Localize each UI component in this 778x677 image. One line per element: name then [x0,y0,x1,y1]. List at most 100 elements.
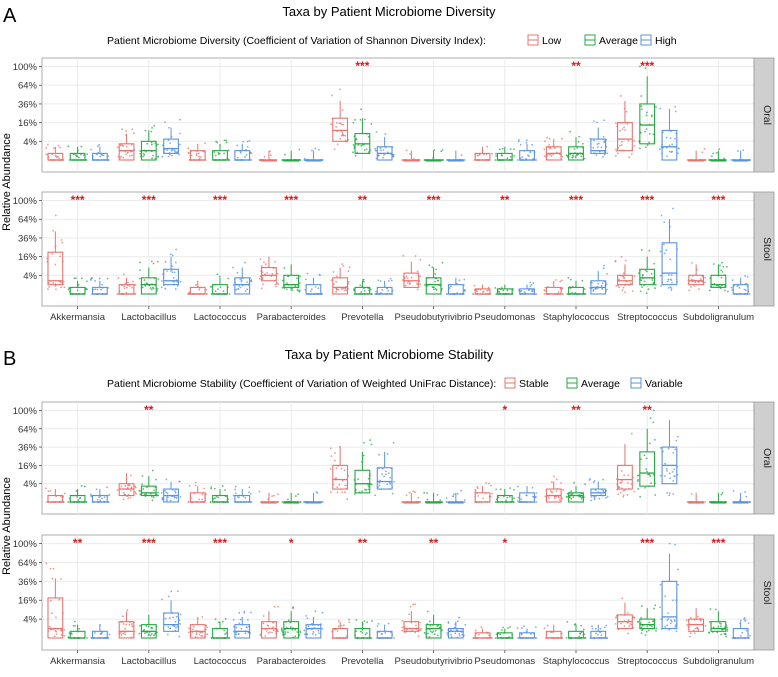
data-point [620,622,622,625]
data-point [232,494,235,497]
data-point [63,492,66,495]
box-low [403,621,420,632]
data-point [78,156,80,159]
data-point [80,145,83,148]
data-point [655,629,657,632]
data-point [669,258,672,261]
data-point [188,484,191,487]
data-point [304,633,306,636]
data-point [572,155,574,158]
panel-background [41,57,755,173]
data-point [674,625,677,628]
data-point [597,142,600,145]
data-point [146,142,149,145]
data-point [174,491,177,494]
data-point [640,105,643,108]
data-point [329,447,332,450]
data-point [427,632,429,635]
data-point [219,286,222,289]
data-point [714,608,717,611]
data-point [436,634,439,637]
y-tick-label: 64% [18,558,38,569]
data-point [543,627,546,630]
data-point [216,273,219,276]
data-point [237,495,239,498]
data-point [161,497,164,500]
data-point [86,637,88,639]
legend-item-average: Average [566,377,620,390]
data-point [249,280,252,283]
data-point [603,264,606,267]
data-point [72,624,75,627]
data-point [363,441,365,444]
data-point [530,633,532,635]
data-point [721,492,724,494]
data-point [639,65,641,68]
box-average [425,624,442,639]
data-point [232,266,234,269]
data-point [195,633,198,636]
data-point [476,487,479,490]
y-tick-label: 100% [13,406,38,417]
data-point [602,489,605,492]
data-point [485,153,488,156]
data-point [447,621,450,623]
data-point [530,283,533,286]
data-point [179,622,181,625]
data-point [419,275,422,278]
data-point [90,637,93,639]
data-point [621,128,624,131]
data-point [150,627,153,629]
data-point [644,130,647,133]
data-point [150,288,153,291]
data-point [336,630,339,632]
data-point [298,290,301,293]
data-point [55,630,58,633]
data-point [725,635,728,638]
data-point [377,622,380,625]
x-tick-label: Prevotella [341,312,384,323]
data-point [99,495,101,498]
data-point [214,154,217,157]
data-point [187,631,190,634]
data-point [316,492,319,494]
data-point [342,134,345,137]
data-point [144,632,146,634]
data-point [519,157,522,160]
data-point [446,293,448,295]
data-point [139,150,142,152]
data-point [52,282,55,284]
data-point [629,623,632,625]
data-point [543,289,546,292]
data-point [512,488,515,491]
x-tick-label: Parabacteroides [257,312,326,323]
data-point [346,498,349,500]
data-point [708,501,711,503]
data-point [688,289,691,292]
data-point [153,489,156,492]
data-point [157,491,159,494]
data-point [718,622,721,624]
x-tick-label: Pseudobutyrivibrio [395,312,473,323]
data-point [636,474,639,477]
data-point [221,620,224,623]
data-point [389,277,392,280]
data-point [227,149,230,152]
data-point [218,275,221,278]
data-point [330,94,333,97]
data-point [454,632,457,635]
data-point [719,264,721,267]
legend-item-average: Average [584,34,638,47]
data-point [94,280,97,282]
y-tick-label: 16% [18,252,38,263]
data-point [520,289,523,292]
data-point [428,264,431,267]
data-point [721,271,724,273]
chart-a: A Taxa by Patient Microbiome Diversity Pat… [1,4,775,323]
data-point [535,637,538,639]
data-point [164,287,167,290]
data-point [294,495,297,497]
data-point [223,139,226,142]
data-point [602,135,605,138]
data-point [149,634,152,637]
